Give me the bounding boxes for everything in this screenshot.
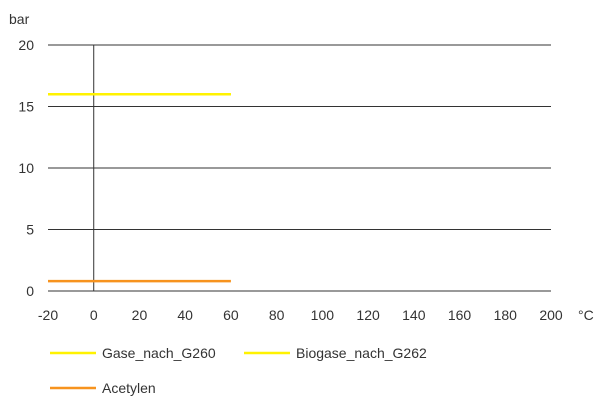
x-tick-label: 0	[90, 307, 98, 323]
x-tick-label: 100	[311, 307, 335, 323]
y-tick-label: 0	[26, 283, 34, 299]
x-tick-label: 40	[177, 307, 193, 323]
legend-label-2: Acetylen	[102, 380, 156, 396]
y-tick-label: 15	[18, 99, 34, 115]
x-tick-label: 20	[132, 307, 148, 323]
x-tick-label: -20	[38, 307, 58, 323]
x-tick-label: 80	[269, 307, 285, 323]
x-tick-label: 140	[402, 307, 426, 323]
y-tick-labels: 0 5 10 15 20	[18, 37, 34, 299]
x-tick-label: 120	[356, 307, 380, 323]
x-axis-unit: °C	[578, 307, 594, 323]
y-tick-label: 10	[18, 160, 34, 176]
x-tick-label: 160	[448, 307, 472, 323]
y-tick-label: 20	[18, 37, 34, 53]
grid-lines	[48, 44, 551, 292]
legend-label-0: Gase_nach_G260	[102, 345, 216, 361]
y-tick-label: 5	[26, 222, 34, 238]
legend: Gase_nach_G260 Biogase_nach_G262 Acetylen	[50, 345, 427, 396]
x-tick-labels: -20 0 20 40 60 80 100 120 140 160 180 200	[38, 307, 563, 323]
x-tick-label: 200	[539, 307, 563, 323]
x-tick-label: 60	[223, 307, 239, 323]
legend-label-1: Biogase_nach_G262	[296, 345, 427, 361]
y-axis-unit: bar	[9, 11, 30, 27]
x-tick-label: 180	[494, 307, 518, 323]
series-lines	[48, 92, 231, 283]
